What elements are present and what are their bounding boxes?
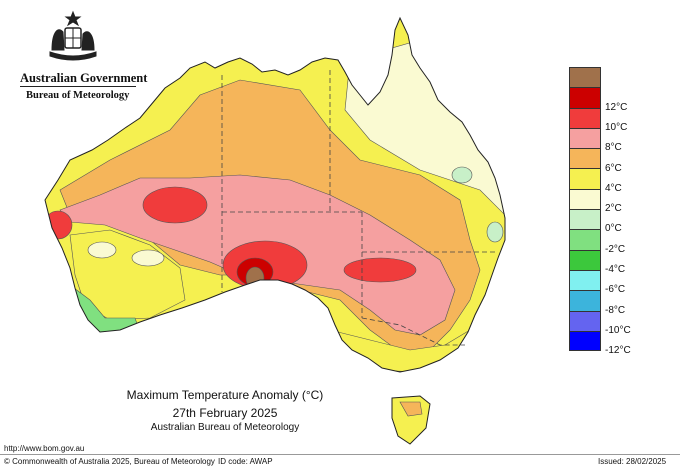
legend-swatch [569,290,601,311]
legend-swatch [569,229,601,250]
legend-label: 6°C [605,162,622,174]
legend-swatch [569,168,601,189]
tasmania [391,395,431,445]
coat-of-arms-icon [49,10,97,61]
footer-url[interactable]: http://www.bom.gov.au [4,444,85,453]
legend-label: -12°C [605,345,631,357]
footer-divider [0,454,680,455]
legend-swatch [569,67,601,88]
color-legend [569,67,601,352]
logo-divider [20,86,136,87]
state-borders [221,70,495,346]
legend-swatch [569,269,601,291]
legend-label: 12°C [605,101,628,113]
map-date: 27th February 2025 [172,406,278,420]
bom-logo: Australian Government Bureau of Meteorol… [8,10,147,101]
government-title: Australian Government [20,71,148,85]
legend-label: -4°C [605,264,626,275]
map-agency: Australian Bureau of Meteorology [150,422,300,433]
legend-label: 4°C [605,182,622,194]
legend-swatch [569,107,601,128]
footer-issued: Issued: 28/02/2025 [598,457,667,466]
legend-label: 10°C [605,121,628,133]
legend-label: -6°C [605,284,626,296]
legend-swatch [569,188,601,210]
legend-label: -2°C [605,243,626,255]
legend-swatch [569,148,601,169]
footer-copyright: © Commonwealth of Australia 2025, Bureau… [4,457,215,466]
bureau-title: Bureau of Meteorology [26,90,130,101]
legend-label: -8°C [605,304,626,316]
legend-swatch [569,249,601,270]
legend-label: 0°C [605,223,622,235]
legend-swatch [569,127,601,149]
legend-label: 2°C [605,203,622,215]
legend-label: 8°C [605,142,622,154]
footer-id-code: ID code: AWAP [218,457,273,466]
legend-swatch [569,209,601,230]
legend-swatch [569,330,601,352]
map-title: Maximum Temperature Anomaly (°C) [126,388,324,402]
legend-swatch [569,310,601,331]
legend-swatch [569,87,601,108]
coastline [44,16,506,373]
legend-label: -10°C [605,324,631,336]
